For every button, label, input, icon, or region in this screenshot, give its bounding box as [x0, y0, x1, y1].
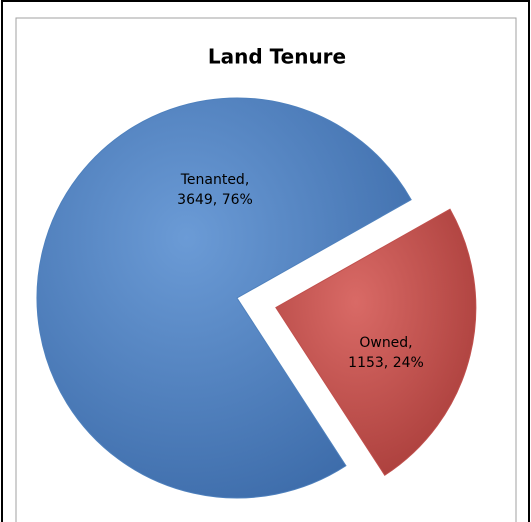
pie-slice	[36, 97, 412, 499]
data-label: Tenanted,	[180, 172, 250, 188]
pie-slice	[275, 208, 477, 476]
data-label: 3649, 76%	[177, 192, 253, 208]
data-label: 1153, 24%	[348, 355, 424, 371]
data-label: Owned,	[359, 335, 412, 351]
chart-title: Land Tenure	[208, 45, 346, 69]
